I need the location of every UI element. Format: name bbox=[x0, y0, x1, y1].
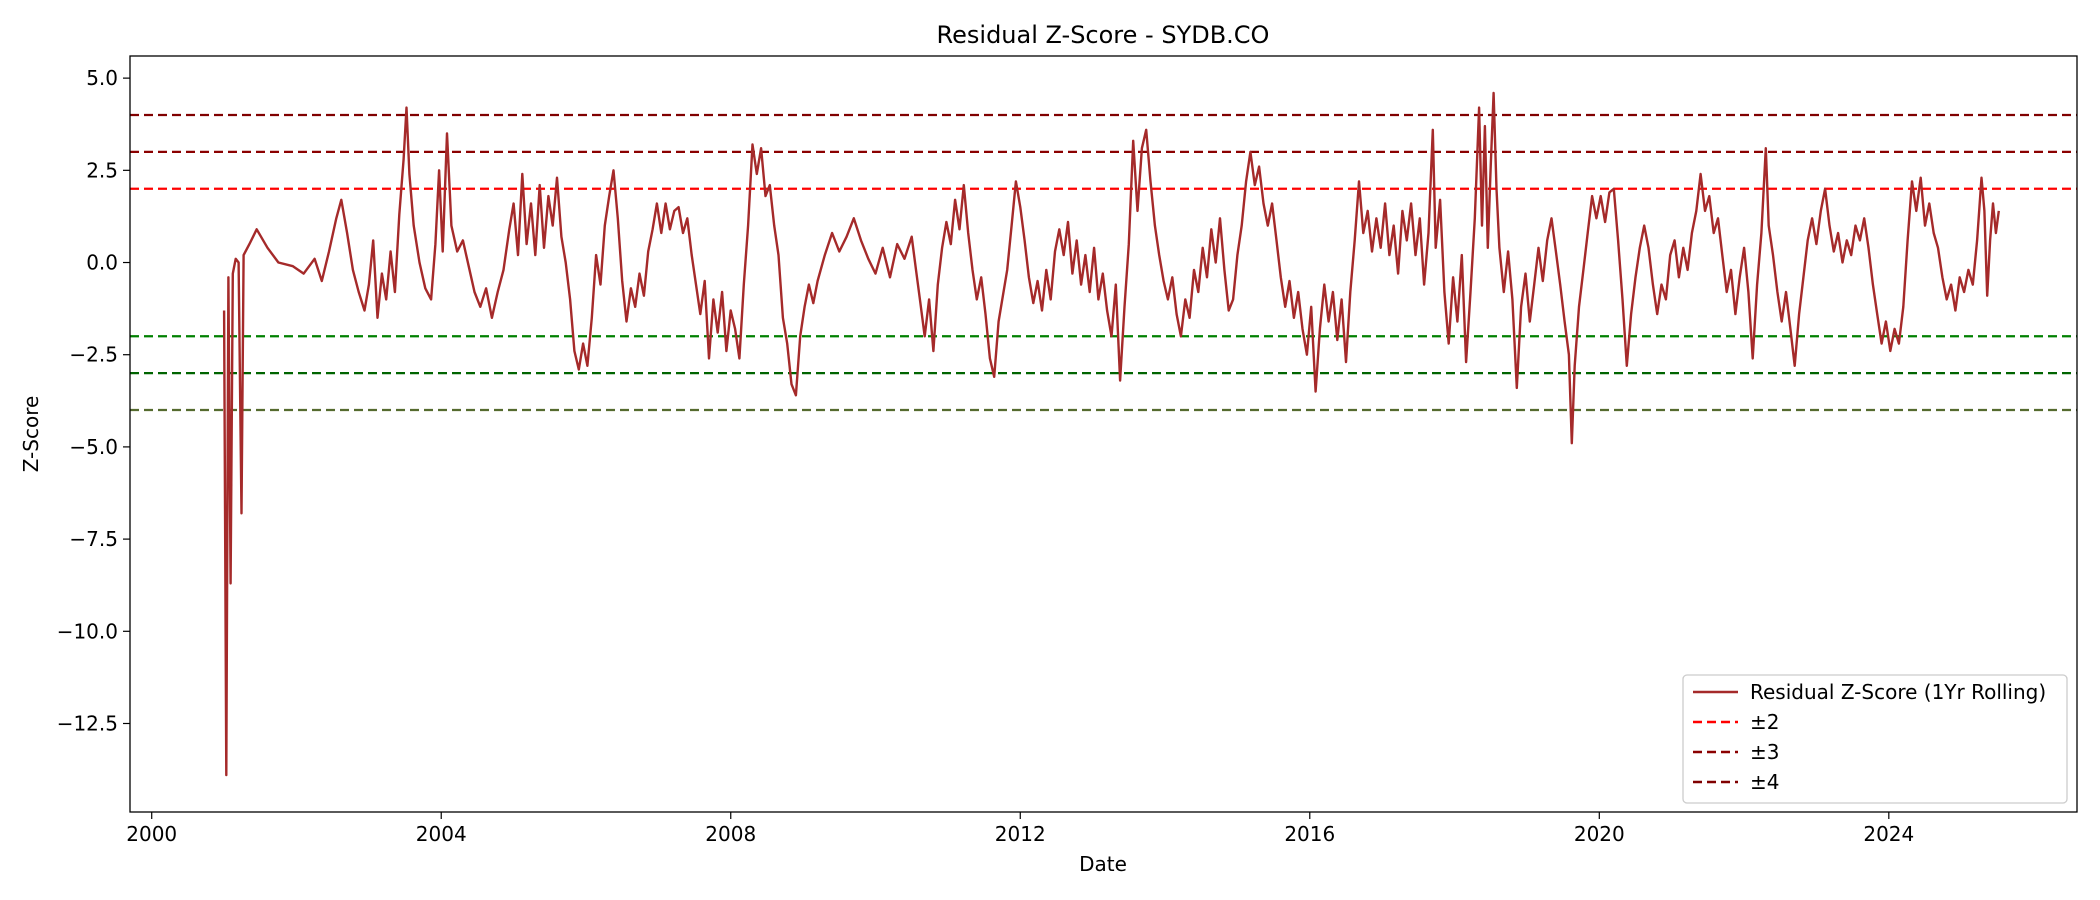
x-axis: 2000 2004 2008 2012 2016 2020 2024 bbox=[126, 812, 1914, 846]
legend-label: ±4 bbox=[1750, 770, 1779, 794]
series-layer bbox=[222, 91, 2000, 777]
x-axis-title: Date bbox=[1079, 852, 1127, 876]
legend-frame bbox=[1682, 674, 2068, 804]
chart-title: Residual Z-Score - SYDB.CO bbox=[937, 21, 1270, 49]
x-tick-label: 2016 bbox=[1284, 822, 1335, 846]
legend: Residual Z-Score (1Yr Rolling) ±2 ±3 ±4 bbox=[1682, 674, 2068, 804]
x-tick-label: 2012 bbox=[995, 822, 1046, 846]
y-axis: 5.0 2.5 0.0 −2.5 −5.0 −7.5 −10.0 −12.5 bbox=[57, 66, 130, 735]
legend-label: Residual Z-Score (1Yr Rolling) bbox=[1750, 680, 2046, 704]
reference-lines bbox=[130, 113, 2077, 412]
x-tick-label: 2024 bbox=[1863, 822, 1914, 846]
y-tick-label: −2.5 bbox=[69, 343, 118, 367]
y-tick-label: −5.0 bbox=[69, 435, 118, 459]
legend-label: ±3 bbox=[1750, 740, 1779, 764]
x-tick-label: 2000 bbox=[126, 822, 177, 846]
y-tick-label: 0.0 bbox=[86, 251, 118, 275]
x-tick-label: 2008 bbox=[705, 822, 756, 846]
y-tick-label: −7.5 bbox=[69, 527, 118, 551]
series-line-residual-zscore bbox=[222, 91, 2000, 777]
y-tick-label: −12.5 bbox=[57, 711, 118, 735]
y-tick-label: −10.0 bbox=[57, 619, 118, 643]
y-tick-label: 5.0 bbox=[86, 66, 118, 90]
plot-frame bbox=[129, 55, 2078, 813]
y-tick-label: 2.5 bbox=[86, 158, 118, 182]
x-tick-label: 2020 bbox=[1574, 822, 1625, 846]
y-axis-title: Z-Score bbox=[19, 396, 43, 473]
x-tick-label: 2004 bbox=[416, 822, 467, 846]
legend-label: ±2 bbox=[1750, 710, 1779, 734]
